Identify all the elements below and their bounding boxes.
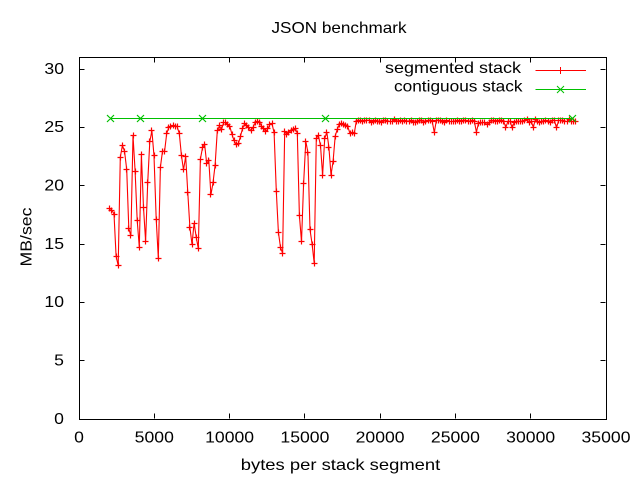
- svg-text:0: 0: [74, 429, 84, 446]
- svg-text:segmented stack: segmented stack: [385, 60, 522, 77]
- svg-text:30: 30: [44, 61, 64, 78]
- svg-text:15: 15: [44, 236, 64, 253]
- svg-text:5000: 5000: [135, 429, 174, 446]
- svg-text:15000: 15000: [280, 429, 329, 446]
- svg-text:10000: 10000: [205, 429, 254, 446]
- svg-text:20000: 20000: [356, 429, 405, 446]
- svg-text:contiguous stack: contiguous stack: [394, 79, 524, 96]
- svg-text:10: 10: [44, 294, 64, 311]
- svg-text:0: 0: [54, 411, 64, 428]
- svg-text:JSON benchmark: JSON benchmark: [272, 20, 408, 37]
- svg-text:MB/sec: MB/sec: [19, 208, 36, 267]
- svg-text:30000: 30000: [506, 429, 555, 446]
- svg-text:bytes per stack segment: bytes per stack segment: [241, 457, 441, 474]
- svg-text:35000: 35000: [582, 429, 631, 446]
- svg-text:20: 20: [44, 178, 64, 195]
- svg-text:25: 25: [44, 119, 64, 136]
- svg-text:5: 5: [54, 353, 64, 370]
- svg-text:25000: 25000: [431, 429, 480, 446]
